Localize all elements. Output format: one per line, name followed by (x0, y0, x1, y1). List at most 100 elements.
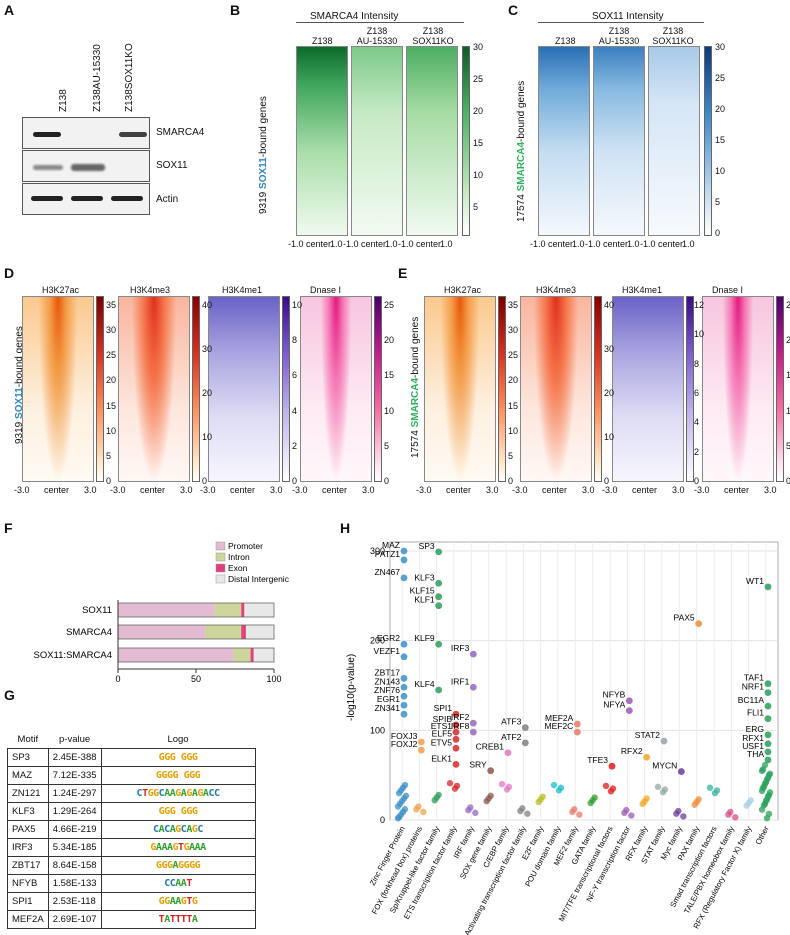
lane-label-au15330: Z138AU-15330 (92, 44, 103, 112)
motif-name: IRF3 (7, 838, 49, 857)
row-label-sox11: SOX11 (156, 160, 188, 171)
bars: SOX11 SMARCA4 SOX11:SMARCA4 (34, 602, 275, 663)
motif-logo: GGG GGG (100, 802, 256, 821)
point-label: TAF1 (744, 673, 764, 683)
data-point (764, 583, 772, 591)
data-point (764, 748, 772, 756)
col-label: H3K4me3 (536, 285, 577, 295)
colorbar-tick: 4 (292, 405, 298, 416)
colorbar-tick: 20 (715, 104, 726, 114)
point-label: KLF9 (414, 633, 435, 643)
bar-segment (241, 625, 246, 639)
point-label: SPI1 (434, 703, 453, 713)
data-point (452, 761, 460, 768)
colorbar-tick: 15 (473, 138, 484, 148)
heatmap-h3k4me1-d (208, 296, 280, 482)
blot-actin (22, 183, 150, 215)
heatmap-h3k27ac-e (424, 296, 496, 482)
point-label: KLF1 (414, 595, 435, 605)
x-tick-label: 1.0 (627, 239, 640, 249)
data-point (395, 789, 403, 797)
motif-name: KLF3 (7, 802, 49, 821)
x-tick-label: -3.0 (110, 485, 126, 495)
heatmap-dnase-d (300, 296, 372, 482)
colorbar-tick: 6 (694, 388, 700, 398)
data-point (587, 799, 594, 807)
point-label: PATZ1 (375, 549, 400, 559)
point-label: BC11A (738, 695, 765, 705)
colorbar-tick: 5 (473, 202, 479, 212)
colorbar-tick: 25 (508, 350, 519, 361)
data-point (573, 728, 581, 736)
motif-logo: GGGAGGGG (100, 856, 256, 875)
panel-label-e: E (398, 265, 408, 281)
point-label: NFYB (603, 690, 626, 700)
colorbar-tick: 15 (715, 135, 726, 145)
data-point (394, 803, 402, 810)
motif-table: Motif p-value Logo SP3 2.45E-388 GGG GGG MA… (7, 731, 256, 929)
colorbar-b (462, 46, 470, 236)
point-label: EGR1 (377, 694, 400, 704)
data-point (625, 707, 633, 714)
panel-label-h: H (340, 520, 351, 536)
heatmap-h3k4me3-d (118, 296, 190, 482)
x-tick-label: -1.0 (343, 239, 359, 249)
x-tick-label: -1.0 (530, 239, 546, 249)
lane-label-sox11ko: Z138SOX11KO (124, 43, 135, 112)
panel-label-f: F (4, 520, 13, 536)
legend-swatch (215, 541, 226, 551)
col-label: Z138 SOX11KO (652, 26, 694, 46)
point-label: ETV5 (431, 737, 453, 747)
bar-segment (214, 603, 242, 617)
x-tick-label: 3.0 (764, 485, 777, 495)
colorbar-tick: 10 (694, 329, 705, 340)
point-label: IRF1 (451, 676, 470, 686)
x-tick-label: 0 (115, 674, 120, 684)
data-point (732, 814, 739, 821)
motif-logo: GGGG GGG (100, 766, 256, 785)
data-point (660, 737, 668, 745)
data-point (602, 782, 610, 790)
colorbar-tick: 0 (292, 476, 298, 486)
colorbar-tick: 15 (384, 370, 395, 381)
panel-label-a: A (4, 2, 15, 18)
colorbar-tick: 30 (202, 344, 213, 354)
data-point (764, 731, 772, 739)
data-point (643, 753, 651, 761)
colorbar-tick: 4 (694, 417, 700, 428)
point-label: CREB1 (476, 742, 505, 752)
motif-pvalue: 2.53E-118 (47, 892, 102, 911)
motif-logo: CCAAT (100, 874, 256, 893)
data-point (711, 789, 719, 797)
x-tick-label: -3.0 (512, 485, 528, 495)
motif-logo: CTGGCAAGAGAGACC (100, 784, 256, 803)
motif-name: NFYB (7, 874, 49, 893)
bar-segment (233, 648, 251, 662)
data-point (435, 602, 443, 610)
data-point (607, 788, 615, 795)
x-tick-label: 3.0 (672, 485, 685, 495)
heatmap-dnase-e (702, 296, 774, 482)
band (119, 132, 147, 137)
data-point (758, 806, 766, 813)
data-point (435, 686, 443, 694)
point-label: RFX1 (742, 733, 764, 743)
colorbar-tick: 20 (384, 335, 395, 346)
motif-logo: GAAAGTGAAA (100, 838, 256, 857)
colorbar (498, 296, 506, 482)
point-label: KLF3 (414, 572, 435, 582)
x-tick-label: -1.0 (398, 239, 414, 249)
row-label-smarca4: SMARCA4 (156, 127, 205, 138)
data-point (487, 767, 495, 775)
colorbar-tick: 15 (106, 400, 117, 411)
data-point (400, 683, 408, 691)
band (33, 132, 61, 137)
colorbar-tick: 20 (473, 106, 484, 116)
x-tick-label: 1.0 (330, 239, 343, 249)
data-point (472, 809, 479, 817)
plot-frame (389, 541, 779, 821)
motif-pvalue: 4.66E-219 (47, 820, 102, 839)
colorbar (686, 296, 694, 482)
data-point (569, 808, 576, 816)
